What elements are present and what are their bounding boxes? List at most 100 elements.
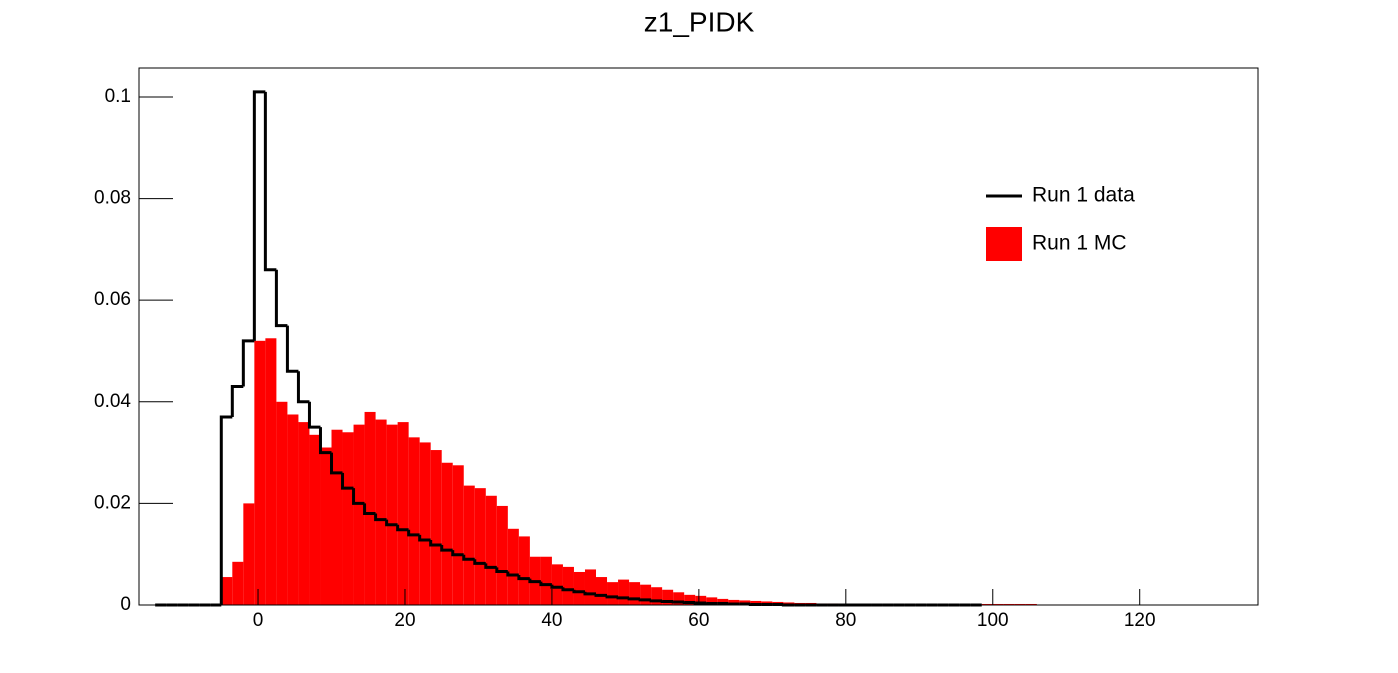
- histogram-step: [473, 559, 486, 565]
- histogram-bar: [618, 579, 630, 605]
- histogram-step: [429, 539, 442, 547]
- y-tick-label: 0.02: [94, 492, 131, 513]
- histogram-bar: [452, 465, 464, 605]
- histogram-step: [605, 595, 619, 599]
- histogram-bar: [596, 577, 608, 605]
- histogram-step: [484, 563, 497, 569]
- x-tick-label: 60: [688, 610, 709, 631]
- histogram-bar: [1003, 603, 1015, 605]
- x-tick-label: 80: [835, 610, 856, 631]
- histogram-step: [318, 427, 332, 455]
- histogram-bar: [463, 485, 475, 605]
- histogram-step: [517, 575, 530, 581]
- histogram-step: [440, 545, 453, 552]
- histogram-bar: [728, 599, 740, 605]
- histogram-bar: [254, 340, 266, 605]
- histogram-step: [539, 581, 552, 587]
- legend-swatch: [986, 227, 1022, 261]
- y-tick-label: 0.04: [94, 391, 131, 412]
- y-tick-label: 0.08: [94, 188, 131, 209]
- histogram-bar: [430, 450, 442, 605]
- histogram-step: [274, 269, 288, 328]
- histogram-bar: [320, 447, 332, 605]
- histogram-bar: [662, 589, 674, 605]
- chart-title: z1_PIDK: [644, 6, 755, 37]
- histogram-step: [506, 571, 519, 577]
- histogram-bar: [221, 577, 233, 605]
- histogram-step: [572, 589, 585, 594]
- histogram-step: [561, 587, 574, 592]
- histogram-bar: [684, 594, 696, 605]
- histogram-bar: [717, 598, 729, 605]
- histogram-bar: [750, 600, 762, 605]
- histogram-step: [528, 578, 541, 584]
- histogram-step: [385, 519, 398, 527]
- histogram-step: [671, 600, 685, 604]
- legend-label: Run 1 MC: [1032, 232, 1127, 255]
- y-tick-label: 0.1: [105, 86, 131, 107]
- x-tick-label: 100: [977, 610, 1009, 631]
- histogram-bar: [331, 429, 343, 605]
- histogram-step: [374, 513, 387, 522]
- histogram-step: [241, 339, 255, 387]
- histogram-bar: [562, 566, 574, 605]
- histogram-step: [352, 488, 365, 505]
- histogram-bar: [706, 597, 718, 605]
- histogram-step: [616, 596, 630, 600]
- histogram-step: [638, 598, 652, 602]
- histogram-bar: [287, 414, 299, 605]
- histogram-bar: [265, 338, 277, 605]
- legend-label: Run 1 data: [1032, 184, 1135, 207]
- histogram-step: [285, 325, 299, 373]
- histogram-bar: [629, 582, 641, 605]
- histogram-step: [704, 601, 718, 605]
- histogram-bar: [1014, 603, 1026, 605]
- histogram-bar: [232, 561, 244, 605]
- histogram-bar: [695, 595, 707, 605]
- x-tick-label: 120: [1124, 610, 1156, 631]
- histogram-bar: [375, 419, 387, 605]
- histogram-bar: [386, 424, 398, 605]
- histogram-bar: [309, 434, 321, 605]
- histogram-step: [341, 472, 354, 490]
- histogram-bar: [419, 442, 431, 605]
- histogram-bar: [540, 556, 552, 605]
- histogram-bar: [992, 603, 1004, 605]
- histogram-bar: [551, 564, 563, 605]
- histogram-bar: [1025, 603, 1037, 605]
- histogram-step: [252, 90, 266, 341]
- histogram-bar: [342, 432, 354, 605]
- histogram-step: [583, 591, 597, 596]
- histogram-step: [627, 597, 641, 601]
- histogram-bar: [981, 603, 993, 605]
- histogram-bar: [673, 592, 685, 605]
- histogram-step: [407, 529, 420, 537]
- histogram-bar: [518, 536, 530, 605]
- histogram-bar: [353, 424, 365, 605]
- histogram-step: [594, 593, 608, 597]
- histogram-step: [550, 584, 563, 589]
- histogram-step: [451, 550, 464, 557]
- histogram-step: [307, 401, 321, 429]
- histogram-bar: [485, 495, 497, 605]
- histogram-bar: [496, 505, 508, 605]
- histogram-bar: [397, 422, 409, 605]
- histogram-bar: [573, 571, 585, 605]
- histogram-bar: [441, 462, 453, 605]
- histogram-bar: [607, 582, 619, 605]
- histogram-step: [649, 599, 663, 603]
- histogram-bar: [640, 584, 652, 605]
- histogram-bar: [364, 411, 376, 605]
- histogram-step: [726, 602, 740, 606]
- histogram-step: [495, 567, 508, 573]
- histogram-bar: [276, 401, 288, 605]
- histogram-step: [363, 503, 376, 516]
- y-tick-label: 0: [120, 594, 131, 615]
- histogram-step: [748, 602, 762, 606]
- histogram-bar: [243, 503, 255, 605]
- histogram-step: [296, 371, 310, 404]
- histogram-step: [396, 524, 409, 532]
